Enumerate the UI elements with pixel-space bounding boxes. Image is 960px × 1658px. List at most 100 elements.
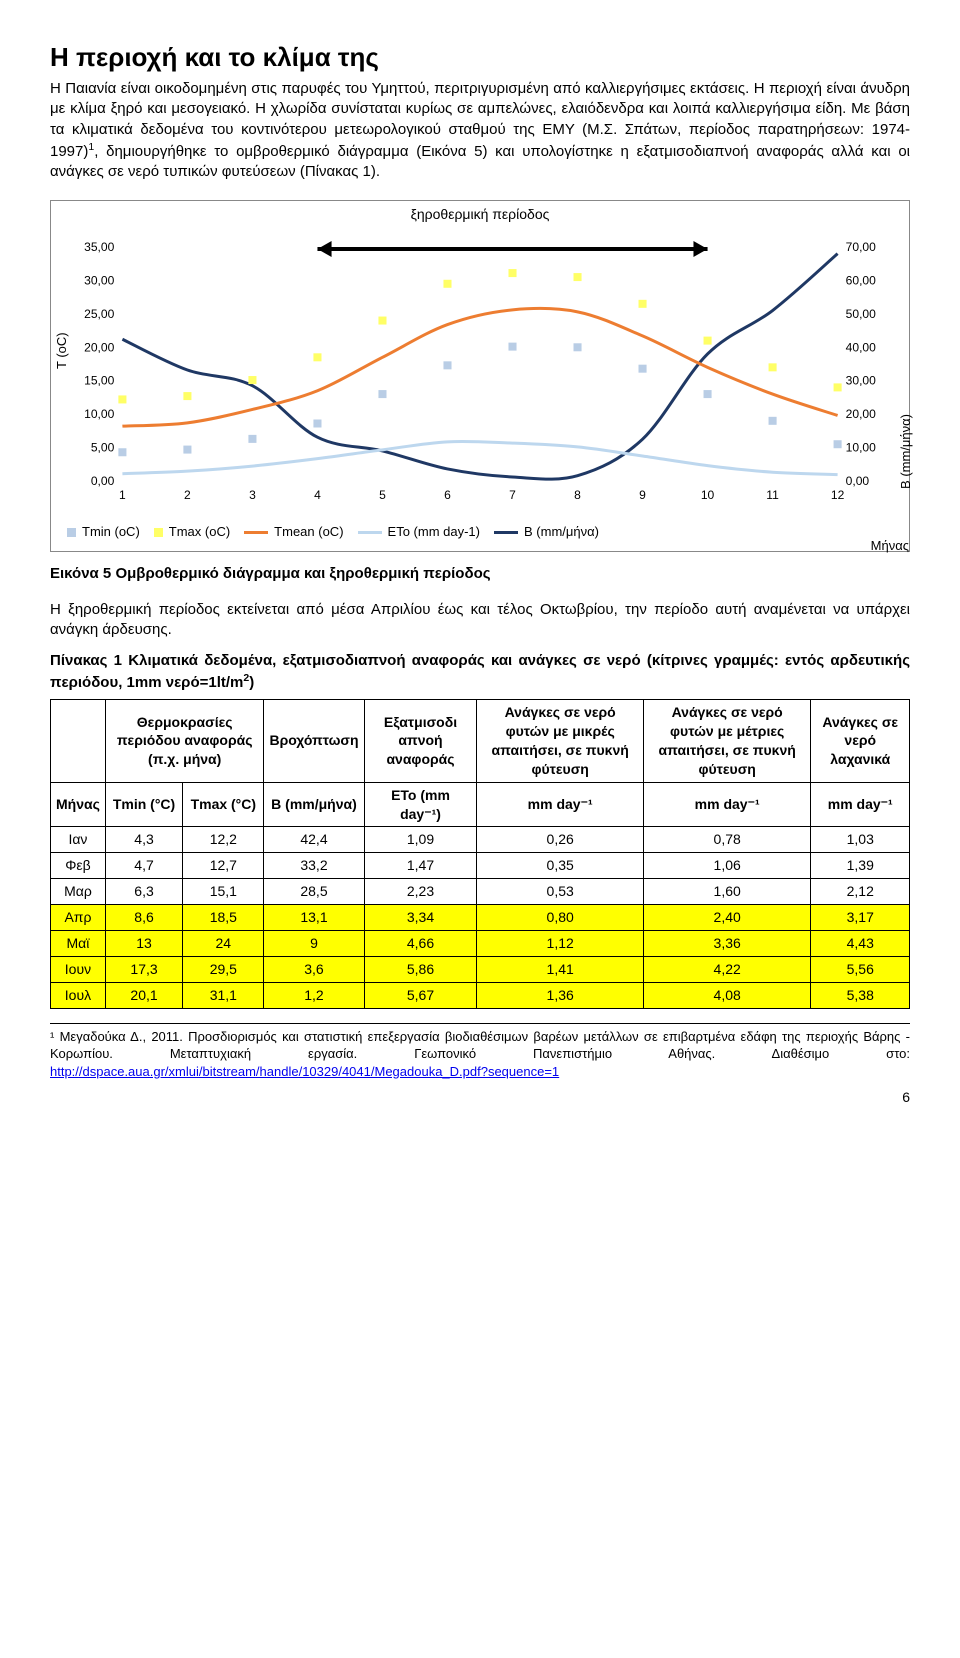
table-cell: 1,39 (811, 853, 910, 879)
eto-swatch (358, 531, 382, 534)
table-cell: 3,34 (364, 905, 477, 931)
intro-paragraph: Η Παιανία είναι οικοδομημένη στις παρυφέ… (50, 79, 910, 182)
svg-text:11: 11 (766, 488, 779, 502)
footnote: ¹ Μεγαδούκα Δ., 2011. Προσδιορισμός και … (50, 1023, 910, 1081)
tmean-swatch (244, 531, 268, 534)
table-caption-a: Πίνακας 1 Κλιματικά δεδομένα, εξατμισοδι… (50, 652, 910, 691)
tmean-legend-label: Tmean (oC) (274, 523, 343, 541)
table-cell: 1,12 (477, 931, 643, 957)
svg-text:10: 10 (701, 488, 715, 502)
th-eto: Εξατμισοδι απνοή αναφοράς (364, 700, 477, 783)
footnote-text: ¹ Μεγαδούκα Δ., 2011. Προσδιορισμός και … (50, 1029, 910, 1062)
svg-text:60,00: 60,00 (846, 274, 877, 288)
tmax-swatch (154, 528, 163, 537)
th2-mm2: mm day⁻¹ (643, 782, 811, 827)
table-cell: Φεβ (51, 853, 106, 879)
table-cell: 1,2 (264, 982, 364, 1008)
table-row: Απρ8,618,513,13,340,802,403,17 (51, 905, 910, 931)
tmin-swatch (67, 528, 76, 537)
footnote-link[interactable]: http://dspace.aua.gr/xmlui/bitstream/han… (50, 1064, 559, 1079)
th2-b: Β (mm/μήνα) (264, 782, 364, 827)
table-row: Ιουλ20,131,11,25,671,364,085,38 (51, 982, 910, 1008)
th-blank (51, 700, 106, 783)
table-cell: 31,1 (183, 982, 264, 1008)
table-cell: 5,67 (364, 982, 477, 1008)
table-cell: 4,08 (643, 982, 811, 1008)
svg-text:3: 3 (249, 488, 256, 502)
table-cell: 2,40 (643, 905, 811, 931)
svg-text:2: 2 (184, 488, 191, 502)
svg-text:8: 8 (574, 488, 581, 502)
y-right-axis-label: Β (mm/μήνα) (897, 414, 915, 489)
ombro-chart-box: ξηροθερμική περίοδος Τ (oC) Β (mm/μήνα) … (50, 200, 910, 552)
th-need-veg: Ανάγκες σε νερό λαχανικά (811, 700, 910, 783)
legend-tmax: Tmax (oC) (154, 523, 230, 541)
table-cell: 1,06 (643, 853, 811, 879)
svg-text:1: 1 (119, 488, 126, 502)
table-cell: 5,38 (811, 982, 910, 1008)
th2-mm1: mm day⁻¹ (477, 782, 643, 827)
svg-text:6: 6 (444, 488, 451, 502)
table-row: Μαϊ132494,661,123,364,43 (51, 931, 910, 957)
table-cell: 1,41 (477, 956, 643, 982)
th-need-small: Ανάγκες σε νερό φυτών με μικρές απαιτήσε… (477, 700, 643, 783)
table-cell: 5,86 (364, 956, 477, 982)
svg-text:5,00: 5,00 (91, 441, 115, 455)
table-cell: 1,36 (477, 982, 643, 1008)
table-row: Ιαν4,312,242,41,090,260,781,03 (51, 827, 910, 853)
table-cell: 1,03 (811, 827, 910, 853)
table-cell: 0,78 (643, 827, 811, 853)
table-cell: 17,3 (105, 956, 182, 982)
legend-eto: ETo (mm day-1) (358, 523, 480, 541)
svg-text:30,00: 30,00 (846, 374, 877, 388)
table-cell: 28,5 (264, 879, 364, 905)
th-rain: Βροχόπτωση (264, 700, 364, 783)
b-swatch (494, 531, 518, 534)
table-cell: 4,3 (105, 827, 182, 853)
svg-text:12: 12 (831, 488, 845, 502)
table-cell: 29,5 (183, 956, 264, 982)
mid-paragraph: Η ξηροθερμική περίοδος εκτείνεται από μέ… (50, 600, 910, 641)
table-head-row-1: Θερμοκρασίες περιόδου αναφοράς (π.χ. μήν… (51, 700, 910, 783)
table-cell: 3,6 (264, 956, 364, 982)
x-axis-label: Μήνας (871, 537, 909, 555)
table-cell: 6,3 (105, 879, 182, 905)
table-cell: 3,36 (643, 931, 811, 957)
table-cell: 0,26 (477, 827, 643, 853)
table-cell: 13 (105, 931, 182, 957)
table-cell: Ιουλ (51, 982, 106, 1008)
y-left-axis-label: Τ (oC) (53, 333, 71, 370)
th2-tmax: Tmax (°C) (183, 782, 264, 827)
svg-text:35,00: 35,00 (84, 240, 115, 254)
svg-text:10,00: 10,00 (846, 441, 877, 455)
th-need-med: Ανάγκες σε νερό φυτών με μέτριες απαιτήσ… (643, 700, 811, 783)
svg-text:25,00: 25,00 (84, 307, 115, 321)
table-row: Φεβ4,712,733,21,470,351,061,39 (51, 853, 910, 879)
svg-text:4: 4 (314, 488, 321, 502)
legend-tmean: Tmean (oC) (244, 523, 343, 541)
table-cell: 33,2 (264, 853, 364, 879)
table-cell: Μαϊ (51, 931, 106, 957)
eto-legend-label: ETo (mm day-1) (388, 523, 480, 541)
table-row: Μαρ6,315,128,52,230,531,602,12 (51, 879, 910, 905)
svg-text:20,00: 20,00 (84, 341, 115, 355)
th2-tmin: Tmin (°C) (105, 782, 182, 827)
table-cell: Μαρ (51, 879, 106, 905)
table-cell: 8,6 (105, 905, 182, 931)
figure-caption: Εικόνα 5 Ομβροθερμικό διάγραμμα και ξηρο… (50, 564, 910, 584)
svg-text:0,00: 0,00 (846, 474, 870, 488)
table-cell: 0,53 (477, 879, 643, 905)
table-cell: 4,43 (811, 931, 910, 957)
svg-text:0,00: 0,00 (91, 474, 115, 488)
table-cell: 42,4 (264, 827, 364, 853)
table-cell: Ιουν (51, 956, 106, 982)
table-cell: 4,22 (643, 956, 811, 982)
b-legend-label: Β (mm/μήνα) (524, 523, 599, 541)
table-cell: 2,12 (811, 879, 910, 905)
table-cell: Ιαν (51, 827, 106, 853)
table-cell: 9 (264, 931, 364, 957)
table-cell: 0,35 (477, 853, 643, 879)
table-caption-b: ) (249, 674, 254, 691)
table-cell: 1,09 (364, 827, 477, 853)
table-cell: 4,7 (105, 853, 182, 879)
